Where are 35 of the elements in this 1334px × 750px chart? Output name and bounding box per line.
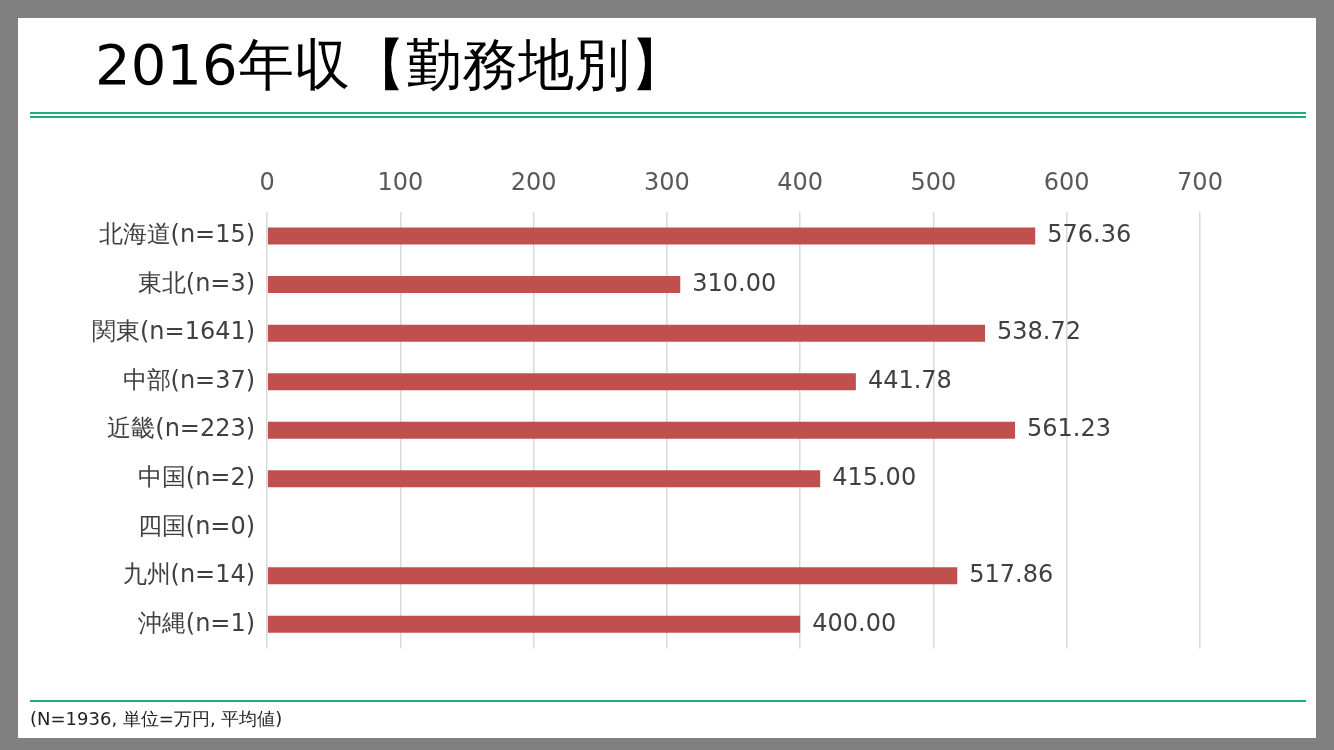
data-label: 576.36	[1047, 220, 1132, 249]
y-tick-label: 沖縄(n=1)	[137, 608, 256, 637]
text: (N=1936, 単位=万円, 平均値)	[30, 707, 283, 731]
y-tick-label: 四国(n=0)	[137, 511, 256, 540]
bar	[267, 373, 856, 391]
bar	[267, 276, 681, 294]
data-label: 441.78	[867, 365, 952, 394]
y-tick-label: 関東(n=1641)	[92, 317, 256, 346]
bar	[267, 567, 958, 585]
x-tick-label: 100	[377, 167, 424, 196]
bar	[267, 421, 1016, 439]
x-tick-label: 600	[1043, 167, 1090, 196]
chart-title: 2016年収【勤務地別】	[95, 31, 686, 99]
data-label: 561.23	[1027, 414, 1112, 443]
data-label: 415.00	[832, 462, 917, 491]
y-tick-label: 東北(n=3)	[137, 268, 256, 297]
x-tick-label: 300	[644, 167, 690, 196]
data-label: 400.00	[812, 608, 897, 637]
bar	[267, 615, 801, 633]
bar	[267, 470, 821, 488]
data-label: 538.72	[997, 317, 1082, 346]
y-tick-label: 中国(n=2)	[137, 462, 256, 491]
x-tick-label: 700	[1177, 167, 1223, 196]
y-tick-label: 北海道(n=15)	[98, 220, 256, 249]
data-label: 310.00	[692, 268, 777, 297]
x-tick-label: 400	[777, 167, 824, 196]
y-tick-label: 九州(n=14)	[122, 560, 256, 589]
x-tick-label: 500	[910, 167, 957, 196]
bar	[267, 324, 986, 342]
data-label: 517.86	[969, 560, 1054, 589]
x-tick-label: 0	[259, 167, 275, 196]
bar	[267, 227, 1036, 245]
y-tick-label: 中部(n=37)	[122, 365, 256, 394]
y-tick-label: 近畿(n=223)	[107, 414, 256, 443]
x-tick-label: 200	[510, 167, 557, 196]
